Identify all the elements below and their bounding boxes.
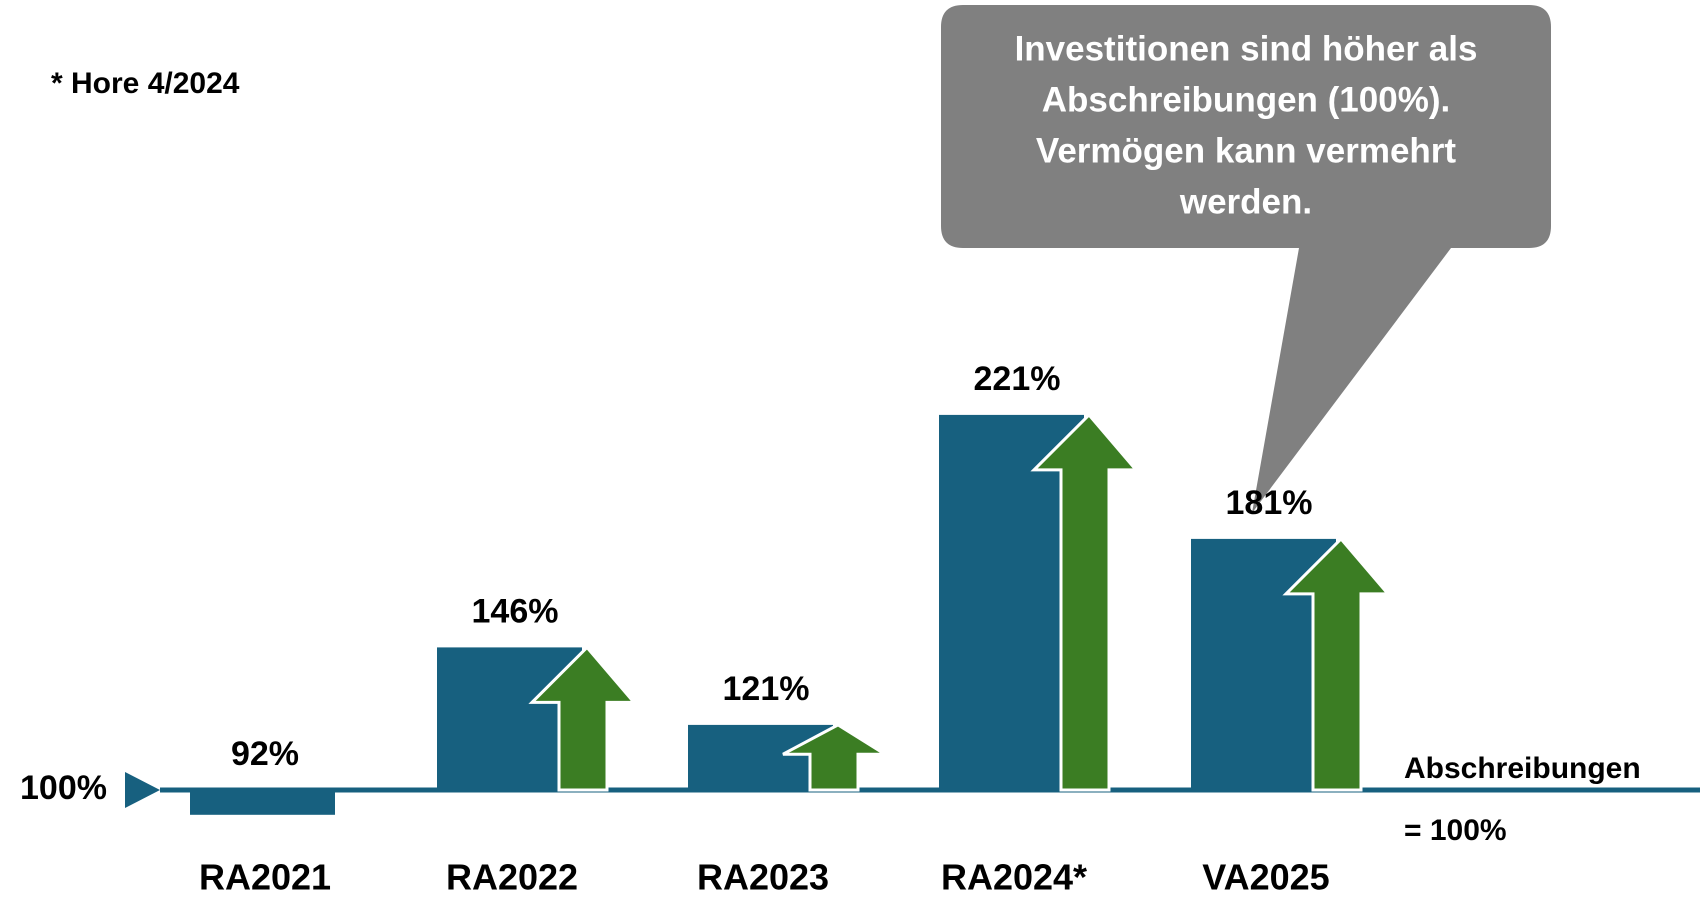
category-label: RA2024* [941, 857, 1087, 898]
bar [190, 790, 335, 815]
category-label: RA2023 [697, 857, 829, 898]
reference-caption: Abschreibungen [1404, 752, 1641, 785]
growth-arrow [782, 723, 891, 792]
value-label: 92% [231, 735, 299, 773]
value-label: 121% [723, 670, 810, 708]
category-label: RA2021 [199, 857, 331, 898]
callout-text: Vermögen kann vermehrt [1036, 131, 1456, 170]
reference-label: 100% [20, 769, 107, 807]
category-label: RA2022 [446, 857, 578, 898]
callout-text: Investitionen sind höher als [1015, 29, 1478, 68]
callout-bubble [941, 5, 1551, 513]
value-label: 221% [974, 360, 1061, 398]
value-label: 146% [472, 592, 559, 630]
callout-text: Abschreibungen (100%). [1042, 80, 1450, 119]
value-label: 181% [1226, 484, 1313, 522]
note: * Hore 4/2024 [51, 67, 240, 100]
reference-marker [125, 772, 160, 808]
growth-arrow [1282, 536, 1392, 792]
reference-caption: = 100% [1404, 814, 1507, 847]
growth-arrow [528, 645, 638, 792]
category-label: VA2025 [1202, 857, 1329, 898]
growth-arrow [1030, 412, 1140, 792]
callout-text: werden. [1179, 182, 1312, 221]
